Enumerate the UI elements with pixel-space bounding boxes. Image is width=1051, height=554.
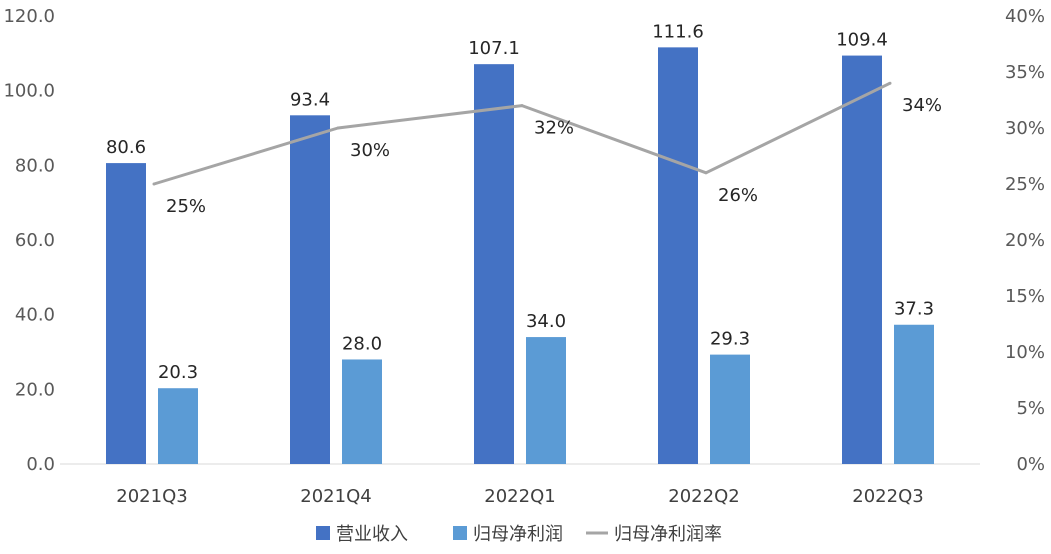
- left-axis-tick-label: 40.0: [15, 305, 55, 326]
- net-margin-point: [888, 81, 892, 85]
- legend-label: 营业收入: [336, 524, 408, 545]
- bar-marks: 80.6 93.4 107.1 111.6 109.4 20.3 28.0 34.0 29.3 3…: [106, 21, 934, 465]
- right-axis-tick-label: 20%: [1005, 230, 1045, 251]
- right-y-axis: 0% 5% 10% 15% 20% 25% 30% 35% 40%: [1005, 6, 1045, 475]
- bar-data-label: 34.0: [526, 311, 566, 332]
- x-axis-tick-label: 2021Q3: [116, 486, 187, 507]
- x-axis-tick-label: 2022Q2: [668, 486, 739, 507]
- legend-swatch: [453, 526, 467, 540]
- line-data-label: 30%: [350, 140, 390, 161]
- left-axis-tick-label: 0.0: [26, 454, 55, 475]
- legend-swatch: [316, 526, 330, 540]
- bar-data-label: 20.3: [158, 362, 198, 383]
- bar-data-label: 109.4: [836, 30, 888, 51]
- right-axis-tick-label: 35%: [1005, 62, 1045, 83]
- bar-net-profit: [526, 337, 566, 464]
- bar-revenue: [842, 55, 882, 464]
- net-margin-point: [520, 104, 524, 108]
- right-axis-tick-label: 0%: [1016, 454, 1045, 475]
- line-data-label: 26%: [718, 185, 758, 206]
- line-data-label: 34%: [902, 95, 942, 116]
- bar-data-label: 29.3: [710, 329, 750, 350]
- bar-data-label: 37.3: [894, 299, 934, 320]
- bar-revenue: [290, 115, 330, 464]
- bar-revenue: [474, 64, 514, 464]
- legend-label: 归母净利润: [473, 524, 563, 545]
- right-axis-tick-label: 25%: [1005, 174, 1045, 195]
- bar-data-label: 93.4: [290, 89, 330, 110]
- bar-net-profit: [710, 354, 750, 464]
- left-axis-tick-label: 100.0: [3, 81, 55, 102]
- left-axis-tick-label: 60.0: [15, 230, 55, 251]
- bar-data-label: 80.6: [106, 137, 146, 158]
- right-axis-tick-label: 40%: [1005, 6, 1045, 27]
- x-axis-tick-label: 2022Q1: [484, 486, 555, 507]
- x-axis-labels: 2021Q3 2021Q4 2022Q1 2022Q2 2022Q3: [116, 486, 923, 507]
- net-margin-point: [336, 126, 340, 130]
- bar-revenue: [658, 47, 698, 465]
- x-axis-tick-label: 2021Q4: [300, 486, 371, 507]
- line-marks: 25% 30% 32% 26% 34%: [152, 81, 942, 217]
- left-axis-tick-label: 20.0: [15, 379, 55, 400]
- right-axis-tick-label: 30%: [1005, 118, 1045, 139]
- line-data-label: 25%: [166, 196, 206, 217]
- left-axis-tick-label: 80.0: [15, 155, 55, 176]
- line-data-label: 32%: [534, 118, 574, 139]
- legend: 营业收入 归母净利润 归母净利润率: [316, 524, 722, 545]
- bar-net-profit: [894, 324, 934, 464]
- right-axis-tick-label: 10%: [1005, 342, 1045, 363]
- left-y-axis: 0.0 20.0 40.0 60.0 80.0 100.0 120.0: [3, 6, 55, 475]
- legend-label: 归母净利润率: [614, 524, 722, 545]
- bar-net-profit: [158, 388, 198, 464]
- bar-data-label: 28.0: [342, 333, 382, 354]
- bar-data-label: 111.6: [652, 21, 704, 42]
- net-margin-line: [153, 81, 891, 186]
- bar-data-label: 107.1: [468, 38, 520, 59]
- right-axis-tick-label: 15%: [1005, 286, 1045, 307]
- left-axis-tick-label: 120.0: [3, 6, 55, 27]
- net-margin-point: [704, 171, 708, 175]
- right-axis-tick-label: 5%: [1016, 398, 1045, 419]
- net-margin-point: [152, 182, 156, 186]
- x-axis-tick-label: 2022Q3: [852, 486, 923, 507]
- bar-revenue: [106, 163, 146, 465]
- bar-net-profit: [342, 359, 382, 464]
